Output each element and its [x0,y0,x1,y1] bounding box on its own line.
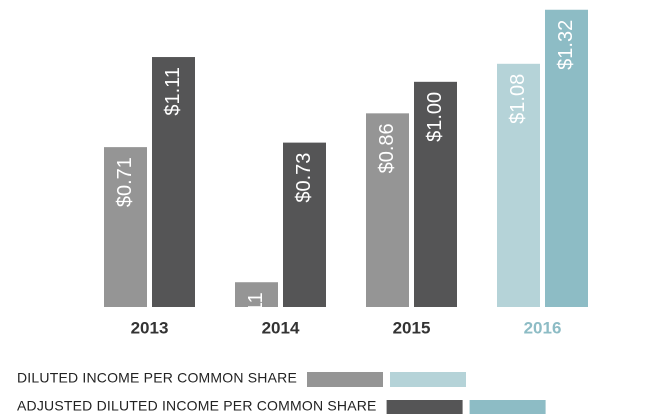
legend-label: ADJUSTED DILUTED INCOME PER COMMON SHARE [17,398,377,414]
data-label: $1.08 [507,74,529,124]
x-tick-label: 2015 [393,318,431,337]
x-tick-label: 2016 [524,318,562,337]
legend-swatch [386,400,463,414]
x-tick-label: 2014 [262,318,300,337]
bar [497,63,540,307]
data-label: $1.00 [424,92,446,142]
legend-swatch [307,372,383,387]
bar [366,113,409,307]
bar [235,282,278,307]
data-label: $0.73 [293,153,315,203]
data-label: $0.11 [245,292,267,341]
bar [283,142,326,307]
legend-swatch [469,400,546,414]
bar [545,9,588,308]
legend-swatch [390,372,466,387]
bar [104,147,147,307]
x-tick-label: 2013 [131,318,169,337]
bar [152,57,195,307]
data-label: $0.86 [376,123,398,173]
bar [414,81,457,307]
legend-label: DILUTED INCOME PER COMMON SHARE [17,370,297,386]
data-label: $0.71 [114,157,136,207]
data-label: $1.32 [555,20,577,70]
data-label: $1.11 [162,67,184,116]
